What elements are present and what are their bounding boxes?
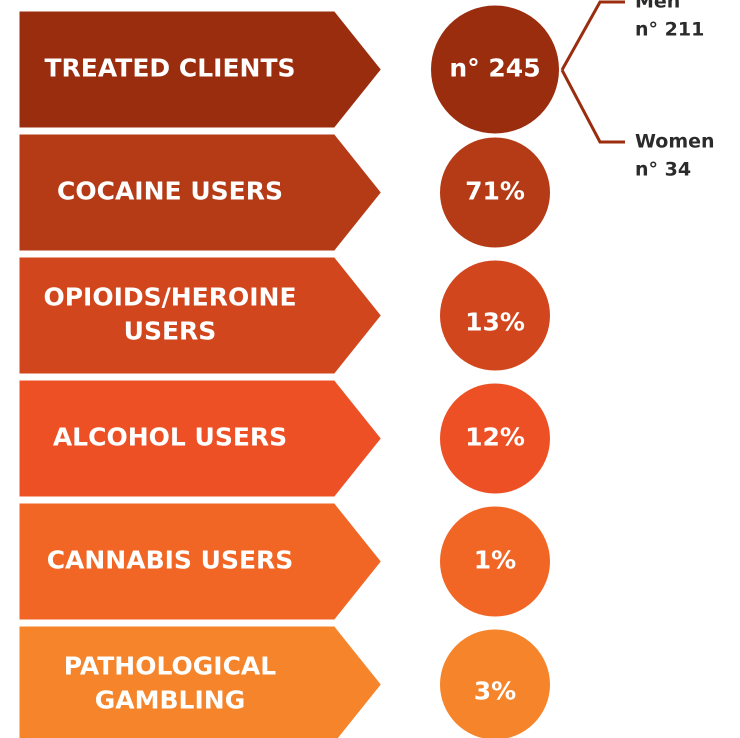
- row-value: 1%: [474, 546, 516, 575]
- arrow: [16, 377, 385, 500]
- branch-label: Men: [635, 0, 680, 13]
- row-label: USERS: [124, 317, 217, 346]
- arrow: [16, 500, 385, 623]
- value-circle: [440, 260, 550, 371]
- arrow: [16, 623, 385, 738]
- value-circle: [440, 629, 550, 738]
- branch-value: n° 211: [635, 19, 704, 41]
- row-label: CANNABIS USERS: [47, 546, 294, 575]
- row-label: TREATED CLIENTS: [44, 54, 295, 83]
- branch-value: n° 34: [635, 159, 691, 181]
- row-value: 71%: [465, 177, 525, 206]
- value-circle: [440, 383, 550, 494]
- value-circle: [431, 5, 559, 134]
- row-label: ALCOHOL USERS: [53, 423, 287, 452]
- arrow: [16, 131, 385, 254]
- value-circle: [440, 137, 550, 248]
- branch-label: Women: [635, 131, 715, 153]
- row-value: n° 245: [449, 54, 540, 83]
- row-value: 3%: [474, 677, 516, 706]
- arrow: [16, 254, 385, 377]
- row-label: GAMBLING: [95, 686, 245, 715]
- arrow: [16, 8, 385, 131]
- row-value: 13%: [465, 308, 525, 337]
- value-circle: [440, 506, 550, 617]
- bracket: [560, 0, 625, 144]
- row-label: COCAINE USERS: [57, 177, 283, 206]
- row-label: OPIOIDS/HEROINE: [43, 283, 296, 312]
- row-label: PATHOLOGICAL: [64, 652, 276, 681]
- row-value: 12%: [465, 423, 525, 452]
